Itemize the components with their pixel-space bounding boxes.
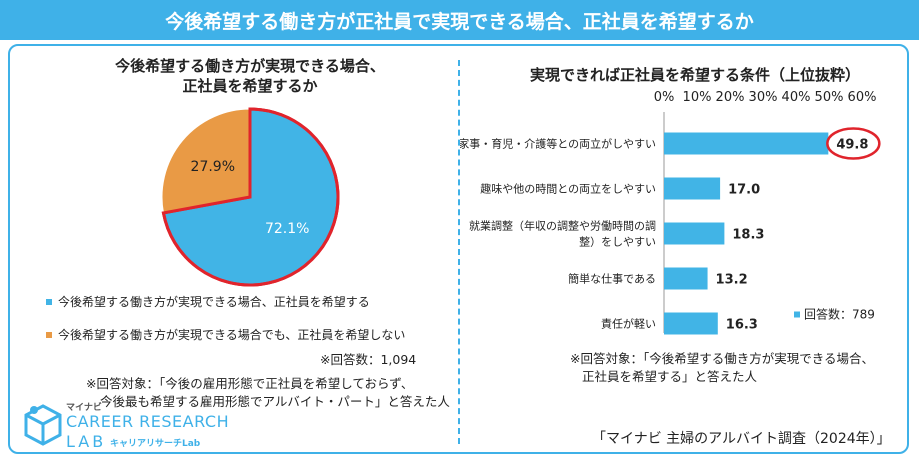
pie-highlight-outline: [161, 107, 340, 287]
bar-4: [664, 267, 708, 290]
pie-respondent-count: ※回答数：1,094: [320, 352, 417, 367]
bar-category-label-2: 趣味や他の時間との両立をしやすい: [480, 182, 656, 196]
pie-chart-title: 今後希望する働き方が実現できる場合、 正社員を希望するか: [60, 56, 440, 96]
bar-5: [664, 312, 718, 335]
content-frame: [8, 44, 909, 454]
bar-category-label-5: 責任が軽い: [601, 317, 656, 331]
pie-legend-item-1: 今後希望する働き方が実現できる場合、正社員を希望する: [46, 293, 370, 310]
brand-name-main: CAREER RESEARCH: [66, 412, 230, 431]
pie-chart: 72.1% 27.9%: [161, 107, 340, 287]
x-tick-label: 40%: [782, 90, 811, 105]
bar-target-note-line1: ※回答対象：「今後希望する働き方が実現できる場合、: [570, 351, 874, 366]
pie-slice-label-2: 27.9%: [191, 159, 235, 175]
bar-respondent-count: 回答数：789: [804, 307, 875, 322]
bar-category-label-1: 家事・育児・介護等との両立がしやすい: [460, 137, 656, 151]
brand-name-lab: LAB: [66, 432, 107, 451]
bar-value-label-3: 18.3: [732, 228, 764, 243]
pie-legend-item-2: 今後希望する働き方が実現できる場合でも、正社員を希望しない: [46, 326, 405, 343]
bar-category-label-3: 整）をしやすい: [579, 235, 656, 249]
x-tick-label: 50%: [815, 90, 844, 105]
brand-name-small: マイナビ: [66, 403, 102, 413]
highlight-circle: [826, 127, 881, 160]
pie-legend-label-2: 今後希望する働き方が実現できる場合でも、正社員を希望しない: [58, 328, 406, 342]
x-tick-label: 30%: [749, 90, 778, 105]
section-divider: [458, 60, 460, 444]
bar-chart: 0% 10% 20% 30% 40% 50% 60% 家事・育児・介護等との両立がしやすい 49…: [460, 90, 881, 335]
brand-name-kana: キャリアリサーチLab: [110, 439, 201, 449]
bar-target-note-line2: 正社員を希望する」と答えた人: [582, 369, 758, 384]
bar-category-label-4: 簡単な仕事である: [568, 272, 656, 286]
pie-slice-label-1: 72.1%: [265, 221, 309, 237]
bar-value-label-2: 17.0: [728, 183, 760, 198]
pie-legend-label-1: 今後希望する働き方が実現できる場合、正社員を希望する: [58, 295, 370, 309]
pie-slice-2: [161, 108, 251, 214]
bar-value-label-1: 49.8: [836, 138, 868, 153]
pie-title-line1: 今後希望する働き方が実現できる場合、: [115, 57, 385, 75]
pie-target-note-line1: ※回答対象：「今後の雇用形態で正社員を希望しておらず、: [86, 376, 414, 391]
x-tick-label: 20%: [716, 90, 745, 105]
bar-chart-title: 実現できれば正社員を希望する条件（上位抜粋）: [530, 66, 861, 84]
survey-source: 「マイナビ 主婦のアルバイト調査（2024年）」: [592, 431, 891, 447]
legend-swatch-blue: [46, 298, 52, 305]
pie-title-line2: 正社員を希望するか: [182, 77, 318, 95]
bar-1: [664, 132, 829, 155]
bar-3: [664, 222, 725, 245]
pie-target-note-line2: 今後最も希望する雇用形態でアルバイト・パート」と答えた人: [100, 394, 450, 409]
banner-title: 今後希望する働き方が正社員で実現できる場合、正社員を希望するか: [0, 0, 919, 40]
legend-swatch-orange: [46, 331, 52, 338]
x-tick-label: 60%: [848, 90, 877, 105]
bar-value-label-4: 13.2: [716, 273, 748, 288]
respondent-swatch: [794, 311, 800, 318]
bar-2: [664, 177, 721, 200]
bar-value-label-5: 16.3: [726, 318, 758, 333]
career-research-logo-icon: [24, 404, 62, 446]
x-tick-label: 10%: [683, 90, 712, 105]
bar-category-label-3: 就業調整（年収の調整や労働時間の調: [469, 219, 656, 233]
x-tick-label: 0%: [654, 90, 675, 105]
